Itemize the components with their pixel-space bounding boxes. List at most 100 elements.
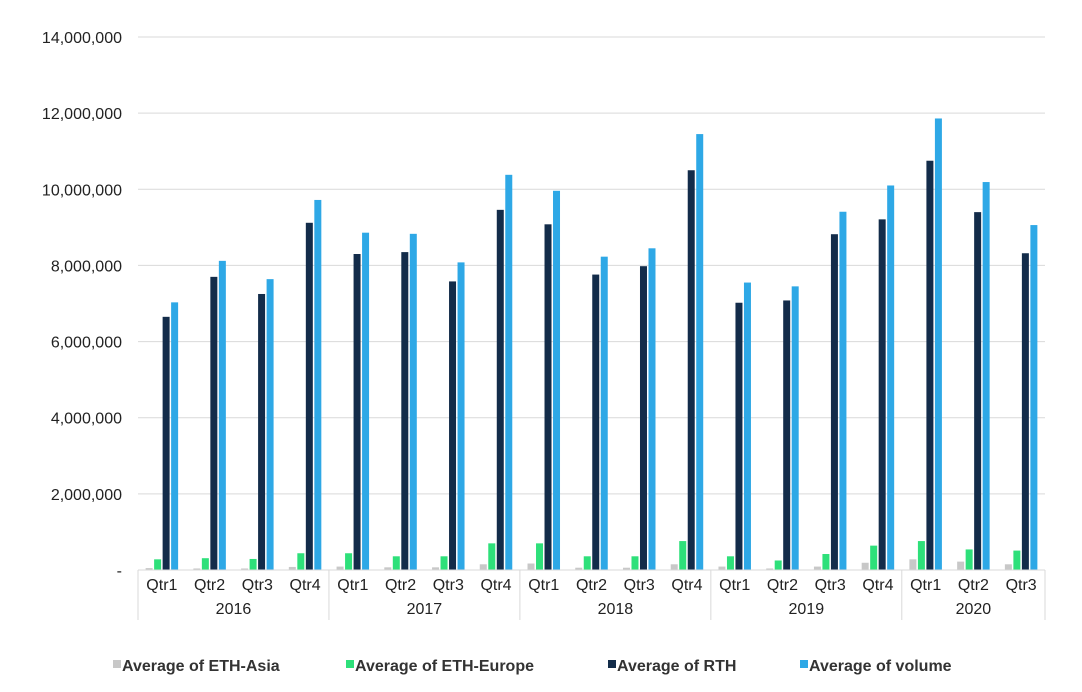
bar [861,562,869,570]
bar [1013,550,1021,570]
legend-item: Average of RTH [608,658,736,675]
bar [600,256,608,570]
bar [766,568,774,570]
x-axis: Qtr1 Qtr2 Qtr3 Qtr4 Qtr1 Qtr2 Qtr3 Qtr4 Qtr1 Qtr2… [137,569,1046,620]
y-tick-label: 12,000,000 [42,106,122,123]
y-tick-label: - [117,563,122,580]
bar [648,248,656,570]
bar [726,556,734,570]
bar [743,282,751,570]
bar [839,211,847,570]
bar [345,553,353,570]
x-tick-label: Qtr1 [146,577,177,594]
bar [162,316,170,570]
legend-item: Average of ETH-Asia [113,658,280,675]
year-label: 2020 [956,601,992,618]
bar [336,566,344,570]
bar [774,560,782,570]
y-tick-label: 8,000,000 [51,258,122,275]
bar [496,209,504,570]
bar [193,568,201,570]
x-tick-label: Qtr3 [242,577,273,594]
bar [479,564,487,570]
bar [791,286,799,570]
bar [258,293,266,570]
year-label: 2019 [789,601,825,618]
bar [266,279,274,570]
y-tick-label: 6,000,000 [51,335,122,352]
x-tick-label: Qtr3 [1006,577,1037,594]
bar [909,559,917,570]
bar [384,567,392,570]
legend-swatch [346,660,354,668]
x-tick-label: Qtr3 [624,577,655,594]
gridlines [138,36,1045,495]
legend-label: Average of RTH [617,658,736,675]
x-tick-label: Qtr3 [815,577,846,594]
bar [353,254,361,570]
bar [201,558,209,570]
bar [1021,253,1029,570]
bar [449,281,457,570]
bar [409,233,417,570]
x-tick-label: Qtr4 [862,577,893,594]
bar [288,566,296,570]
bar [887,185,895,570]
y-tick-label: 10,000,000 [42,182,122,199]
bar [631,556,639,570]
bar [592,274,600,570]
bar [488,543,496,570]
x-tick-label: Qtr1 [528,577,559,594]
bar [718,566,726,570]
x-tick-label: Qtr3 [433,577,464,594]
legend: Average of ETH-Asia Average of ETH-Europe… [113,658,952,675]
bars [145,118,1038,571]
bar [934,118,942,571]
bar [440,556,448,570]
x-tick-label: Qtr4 [480,577,511,594]
year-label: 2017 [407,601,443,618]
x-tick-label: Qtr2 [385,577,416,594]
bar [974,212,982,570]
legend-swatch [800,660,808,668]
bar [210,276,218,570]
bar [553,190,561,570]
y-tick-label: 14,000,000 [42,30,122,47]
bar [957,561,965,570]
x-tick-label: Qtr4 [290,577,321,594]
y-axis: - 2,000,000 4,000,000 6,000,000 8,000,000 10,… [42,30,122,580]
legend-label: Average of ETH-Europe [355,658,534,675]
bar [575,567,583,570]
bar [297,553,305,570]
bar [154,559,162,570]
bar [735,302,743,570]
bar [670,564,678,570]
bar [870,545,878,570]
bar [527,563,535,570]
bar [432,567,440,570]
bar [305,222,313,570]
bar [249,558,257,570]
bar [457,262,465,570]
x-tick-label: Qtr1 [337,577,368,594]
bar [392,556,400,570]
bar [696,134,704,570]
y-tick-label: 2,000,000 [51,487,122,504]
bar [687,170,695,570]
year-label: 2016 [216,601,252,618]
x-tick-label: Qtr1 [719,577,750,594]
year-label: 2018 [598,601,634,618]
bar [314,199,322,570]
bar [830,234,838,570]
bar [813,566,821,570]
legend-label: Average of volume [809,658,952,675]
legend-label: Average of ETH-Asia [122,658,280,675]
legend-swatch [113,660,121,668]
x-tick-label: Qtr4 [671,577,702,594]
bar [401,252,409,570]
bar [982,182,990,571]
bar [171,302,179,570]
bar [783,300,791,570]
bar [505,174,513,570]
